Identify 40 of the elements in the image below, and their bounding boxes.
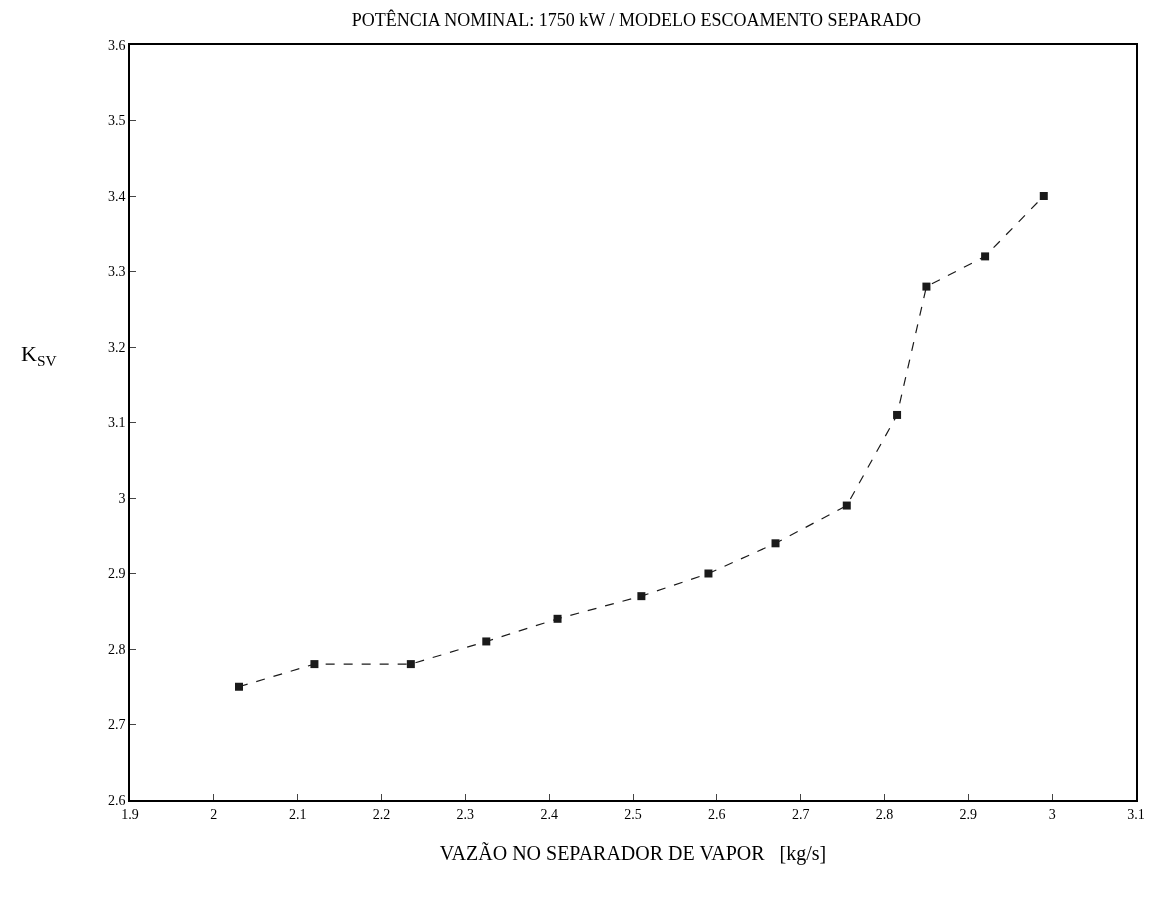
x-tick-label: 2.6 [708,806,726,822]
point [842,501,851,510]
y-tick-label: 3.1 [107,415,126,431]
x-tick-label: 2.3 [456,806,475,822]
y-tick-label: 3 [118,490,126,506]
point [310,660,319,669]
x-tick-label: 2.5 [624,806,642,822]
point [637,592,646,601]
x-axis-title: VAZÃO NO SEPARADOR DE VAPOR [kg/s] [439,840,827,865]
y-axis-title: K$_{SV}$ [21,341,57,369]
point [482,637,491,646]
x-tick-label: 1.9 [121,806,139,822]
y-tick-label: 2.8 [107,641,126,657]
chart-title: POTÊNCIA NOMINAL: 1750 kW / MODELO ESCOAMENTO SEPARADO [351,9,921,31]
y-tick-label: 3.2 [107,339,126,355]
y-tick-label: 3.5 [107,113,126,129]
point [922,282,931,291]
x-tick-label: 2.8 [875,806,894,822]
point [704,569,713,578]
point [1039,192,1048,200]
x-tick-label: 3 [1048,806,1056,822]
x-tick-label: 2.4 [540,806,558,822]
y-tick-label: 3.3 [107,264,126,280]
y-tick-label: 2.7 [107,717,126,733]
y-tick-label: 2.9 [107,566,126,582]
x-tick-label: 2.9 [959,806,978,822]
point [553,614,562,623]
point [771,539,780,548]
point [981,252,990,261]
x-tick-label: 2.7 [791,806,810,822]
x-tick-label: 2.2 [372,806,391,822]
y-tick-label: 2.6 [107,792,126,808]
y-tick-label: 3.6 [107,37,126,53]
point [893,410,902,419]
x-tick-label: 2 [210,806,218,822]
x-tick-label: 2.1 [288,806,307,822]
y-tick-label: 3.4 [107,188,126,204]
point [406,660,415,669]
point [234,682,243,691]
x-tick-label: 3.1 [1127,806,1145,822]
